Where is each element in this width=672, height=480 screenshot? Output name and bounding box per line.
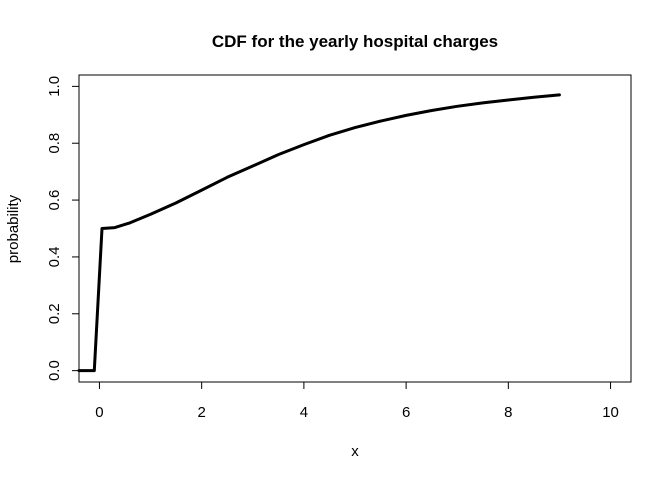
plot-frame bbox=[78, 74, 632, 383]
x-tick-label: 0 bbox=[95, 404, 103, 421]
y-axis-label: probability bbox=[5, 194, 22, 263]
y-tick-label: 0.0 bbox=[46, 360, 63, 381]
x-tick-label: 2 bbox=[197, 404, 205, 421]
y-tick-label: 1.0 bbox=[46, 76, 63, 97]
x-tick-label: 10 bbox=[602, 404, 619, 421]
y-tick-label: 0.6 bbox=[46, 190, 63, 211]
x-tick-label: 8 bbox=[504, 404, 512, 421]
x-tick-label: 4 bbox=[300, 404, 308, 421]
cdf-series-line bbox=[77, 93, 561, 373]
x-axis-label: x bbox=[351, 443, 359, 460]
x-axis: 0 2 4 6 8 10 bbox=[95, 381, 619, 421]
y-tick-label: 0.2 bbox=[46, 303, 63, 324]
y-axis: 0.0 0.2 0.4 0.6 0.8 1.0 bbox=[46, 76, 80, 381]
y-tick-label: 0.8 bbox=[46, 133, 63, 154]
x-tick-label: 6 bbox=[402, 404, 410, 421]
y-tick-label: 0.4 bbox=[46, 246, 63, 267]
chart-title: CDF for the yearly hospital charges bbox=[212, 32, 498, 51]
series-layer bbox=[77, 93, 561, 373]
